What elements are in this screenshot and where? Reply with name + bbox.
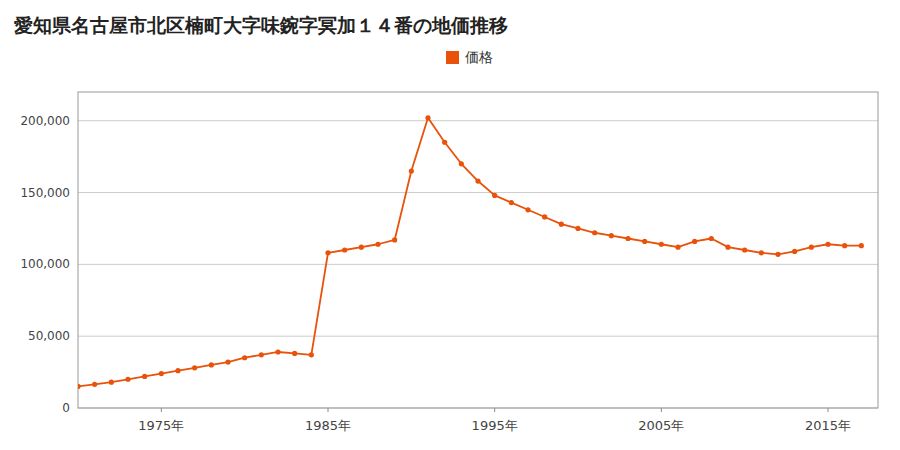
x-tick [161,408,162,412]
point [559,222,564,227]
y-tick-label: 100,000 [20,257,70,271]
point [709,236,714,241]
point [125,377,130,382]
x-tick-label: 1985年 [305,418,351,433]
point [209,362,214,367]
point [275,349,280,354]
point [659,242,664,247]
x-tick-label: 2005年 [638,418,684,433]
point [509,200,514,205]
point [825,242,830,247]
legend-swatch [446,51,459,64]
title: 愛知県名古屋市北区楠町大字味鋺字冥加１４番の地価推移 [14,14,508,36]
point [642,239,647,244]
legend: 価格 [446,49,493,65]
point [575,226,580,231]
point [242,355,247,360]
grid-line [78,264,878,265]
y-tick-label: 150,000 [20,186,70,200]
x-tick-label: 1975年 [138,418,184,433]
x-tick [494,408,495,412]
point [375,242,380,247]
point [809,245,814,250]
point [159,371,164,376]
point [342,247,347,252]
point [625,236,630,241]
point [525,207,530,212]
point [742,247,747,252]
y-tick-label: 0 [62,401,70,415]
point [475,178,480,183]
point [542,214,547,219]
grid-line [78,120,878,121]
point [459,161,464,166]
point [175,368,180,373]
point [325,250,330,255]
point [92,382,97,387]
point [259,352,264,357]
point [309,352,314,357]
point [492,193,497,198]
x-tick [328,408,329,412]
point [759,250,764,255]
point [425,115,430,120]
point [842,243,847,248]
point [592,230,597,235]
point [142,374,147,379]
point [78,384,81,389]
x-tick [661,408,662,412]
y-tick-label: 200,000 [20,114,70,128]
grid-line [78,336,878,337]
point [675,245,680,250]
series-line [78,118,861,387]
point [109,380,114,385]
point [609,233,614,238]
y-tick-label: 50,000 [28,329,70,343]
point [442,140,447,145]
point [775,252,780,257]
x-tick-label: 2015年 [805,418,851,433]
plot-frame [78,92,878,408]
point [409,168,414,173]
point [292,351,297,356]
plot-data [78,115,864,389]
chart: 愛知県名古屋市北区楠町大字味鋺字冥加１４番の地価推移 0 50,000 100,000… [0,0,900,450]
point [859,243,864,248]
x-tick [828,408,829,412]
point [725,245,730,250]
point [225,359,230,364]
point [392,237,397,242]
point [359,245,364,250]
point [792,249,797,254]
point [692,239,697,244]
point [192,365,197,370]
x-tick-label: 1995年 [472,418,518,433]
legend-label: 価格 [465,49,493,65]
grid-line [78,192,878,193]
